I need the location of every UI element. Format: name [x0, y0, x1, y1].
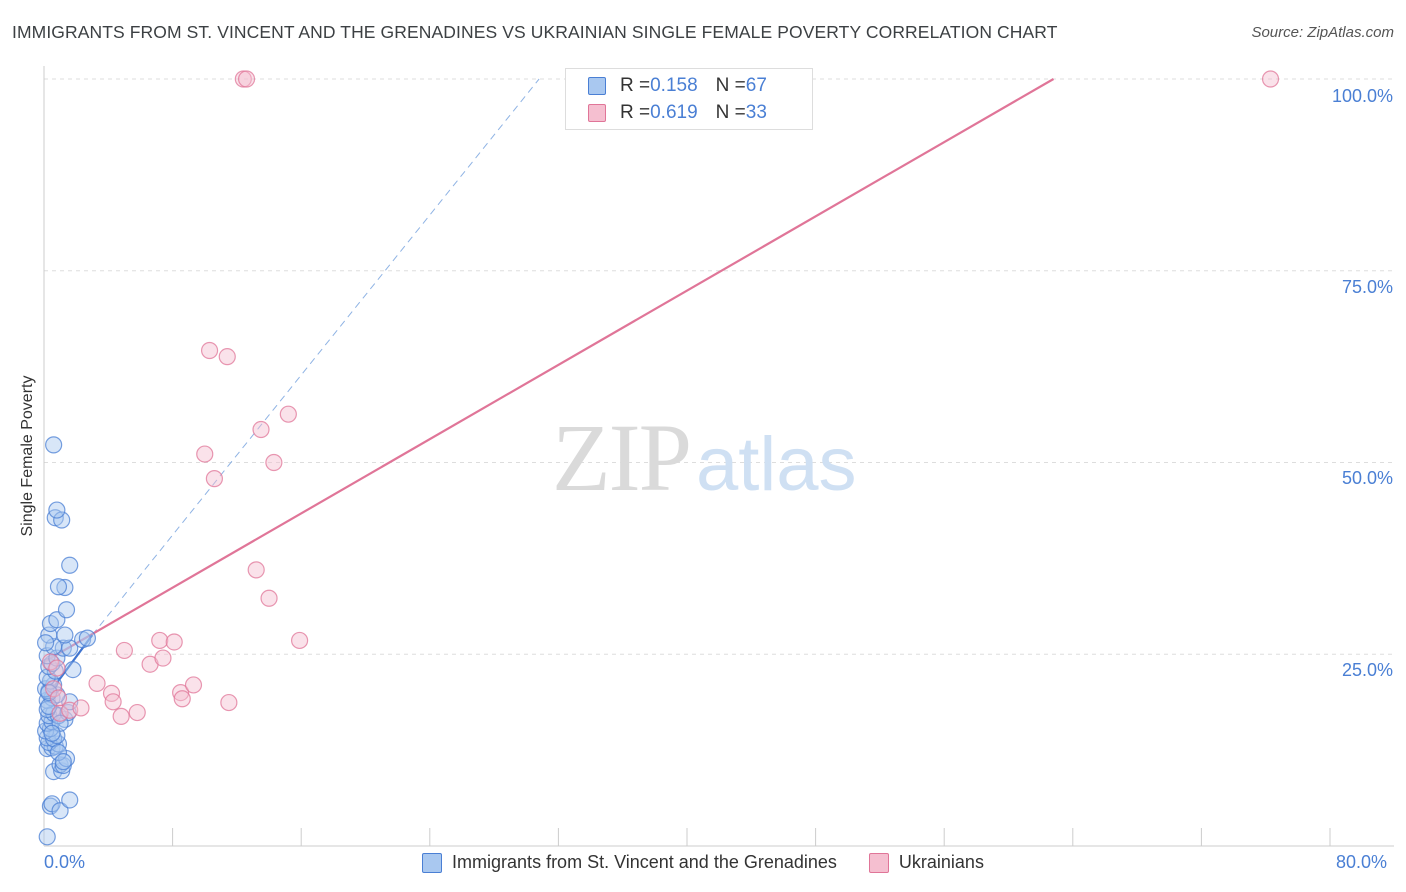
legend-item-immigrants[interactable]: Immigrants from St. Vincent and the Gren…: [422, 852, 837, 873]
data-point: [57, 601, 76, 619]
data-point: [48, 501, 66, 519]
data-point: [165, 633, 183, 651]
legend-swatch-pink: [868, 852, 889, 873]
data-point: [112, 707, 130, 725]
n-value: 33: [745, 102, 767, 123]
data-point: [260, 589, 278, 607]
r-value: 0.158: [650, 75, 698, 96]
legend-swatch-pink: [588, 104, 606, 122]
data-point: [265, 453, 283, 472]
data-point: [53, 511, 71, 529]
data-point: [72, 699, 90, 717]
data-point: [61, 556, 79, 574]
data-point: [41, 653, 60, 671]
data-point: [49, 578, 68, 596]
trend-line-ukrainians: [43, 78, 1055, 663]
chart-title: IMMIGRANTS FROM ST. VINCENT AND THE GREN…: [12, 22, 1058, 42]
series-legend: Immigrants from St. Vincent and the Gren…: [0, 852, 1406, 873]
legend-swatch-blue: [588, 77, 606, 95]
stats-legend-row-immigrants: R = 0.158 N = 67: [588, 73, 767, 99]
data-point: [51, 704, 69, 722]
data-point: [290, 631, 309, 650]
legend-item-ukrainians[interactable]: Ukrainians: [868, 852, 984, 873]
data-point: [196, 445, 214, 463]
r-label: R =: [620, 75, 651, 96]
watermark-zip: ZIP: [552, 404, 692, 511]
data-point: [49, 743, 68, 762]
data-point: [48, 659, 66, 677]
data-point: [51, 802, 69, 820]
y-axis-label: Single Female Poverty: [19, 375, 36, 537]
grid: [44, 78, 1394, 655]
data-point: [61, 791, 79, 809]
stats-legend: R = 0.158 N = 67 R = 0.619 N = 33: [565, 68, 813, 130]
data-point: [78, 629, 97, 647]
data-point: [64, 660, 82, 679]
data-point: [88, 674, 106, 692]
data-point: [184, 676, 203, 694]
data-point: [61, 639, 79, 657]
watermark: ZIPatlas: [552, 402, 857, 513]
data-point: [252, 420, 270, 439]
y-tick-label-75: 75.0%: [1341, 277, 1393, 297]
data-point: [279, 405, 297, 423]
y-tick-label-25: 25.0%: [1341, 660, 1393, 680]
data-points: [37, 70, 1280, 846]
data-point: [45, 680, 63, 698]
trend-lines: [43, 78, 1055, 701]
n-value: 67: [745, 75, 767, 96]
y-tick-label-50: 50.0%: [1341, 468, 1393, 488]
data-point: [115, 641, 133, 660]
watermark-atlas: atlas: [696, 422, 857, 507]
data-point: [151, 631, 169, 650]
data-point: [104, 693, 122, 711]
legend-label: Immigrants from St. Vincent and the Gren…: [452, 852, 837, 872]
data-point: [128, 703, 146, 722]
chart-source: Source: ZipAtlas.com: [1251, 24, 1394, 41]
data-point: [205, 470, 223, 488]
r-label: R =: [620, 102, 651, 123]
data-point: [173, 690, 191, 708]
data-point: [172, 683, 190, 702]
data-point: [218, 348, 236, 366]
data-point: [54, 753, 72, 771]
data-point: [38, 828, 56, 846]
trend-line-immigrants-extended: [91, 78, 540, 636]
data-point: [45, 436, 63, 454]
data-point: [154, 649, 172, 667]
x-tick-label-min: 0.0%: [44, 852, 86, 872]
series-immigrants: [37, 436, 97, 846]
x-tick-label-max: 80.0%: [1336, 852, 1388, 872]
data-point: [200, 341, 219, 360]
r-value: 0.619: [650, 102, 698, 123]
stats-legend-row-ukrainians: R = 0.619 N = 33: [588, 100, 767, 126]
data-point: [49, 689, 68, 707]
n-label: N =: [715, 75, 746, 96]
data-point: [237, 70, 256, 88]
data-point: [1261, 70, 1280, 88]
y-tick-label-100: 100.0%: [1331, 86, 1393, 106]
n-label: N =: [715, 102, 746, 123]
series-ukrainians: [41, 70, 1280, 725]
data-point: [220, 693, 238, 712]
legend-label: Ukrainians: [898, 852, 984, 872]
data-point: [37, 634, 55, 652]
data-point: [43, 724, 61, 742]
data-point: [56, 578, 74, 597]
data-point: [56, 626, 74, 644]
data-point: [247, 561, 265, 579]
legend-swatch-blue: [422, 852, 443, 873]
